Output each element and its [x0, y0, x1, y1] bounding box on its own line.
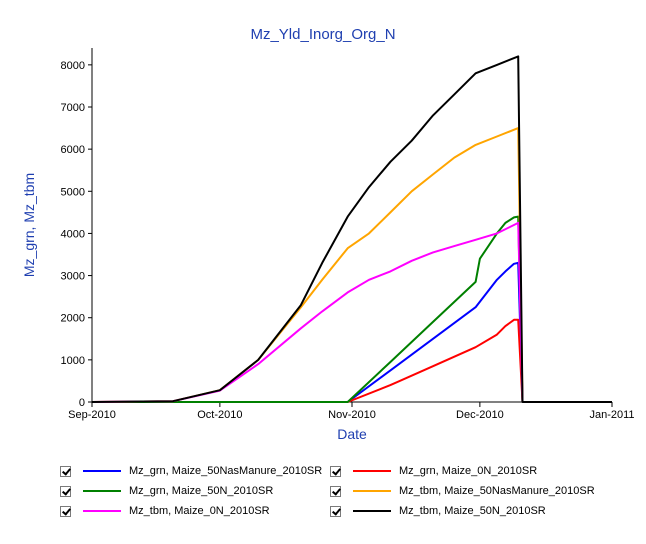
legend-swatch-3: [353, 490, 391, 492]
legend-swatch-1: [353, 470, 391, 472]
x-tick-label-4: Jan-2011: [589, 409, 634, 421]
legend-swatch-5: [353, 510, 391, 512]
ticks: 0 1000 2000 3000 4000 5000 6000 7000 8000 Sep-201…: [61, 60, 635, 421]
series-line-5: [91, 55, 612, 403]
legend-label-5: Mz_tbm, Maize_50N_2010SR: [399, 505, 546, 517]
x-axis-label: Date: [337, 426, 367, 442]
y-tick-label-0: 0: [79, 397, 85, 409]
legend-checkbox-1[interactable]: [330, 465, 341, 477]
legend-item-2[interactable]: Mz_grn, Maize_50N_2010SR: [60, 482, 273, 500]
y-tick-label-5: 5000: [61, 186, 85, 198]
legend-label-2: Mz_grn, Maize_50N_2010SR: [129, 485, 274, 497]
axes: [91, 48, 612, 403]
y-tick-label-7: 7000: [61, 102, 85, 114]
legend-label-0: Mz_grn, Maize_50NasManure_2010SR: [129, 465, 323, 477]
legend-item-0[interactable]: Mz_grn, Maize_50NasManure_2010SR: [60, 462, 322, 480]
legend-label-4: Mz_tbm, Maize_0N_2010SR: [129, 505, 270, 517]
y-tick-label-8: 8000: [61, 60, 85, 72]
legend-checkbox-4[interactable]: [60, 505, 71, 517]
y-tick-label-4: 4000: [61, 228, 85, 240]
legend-swatch-2: [83, 490, 121, 492]
legend-item-1[interactable]: Mz_grn, Maize_0N_2010SR: [330, 462, 537, 480]
legend-swatch-4: [83, 510, 121, 512]
series-line-3: [91, 127, 524, 403]
series-line-2: [92, 215, 524, 403]
x-tick-label-2: Nov-2010: [328, 409, 376, 421]
legend-item-3[interactable]: Mz_tbm, Maize_50NasManure_2010SR: [330, 482, 595, 500]
legend-item-4[interactable]: Mz_tbm, Maize_0N_2010SR: [60, 502, 270, 520]
legend-checkbox-2[interactable]: [60, 485, 71, 497]
chart-title: Mz_Yld_Inorg_Org_N: [250, 26, 395, 43]
y-tick-label-2: 2000: [61, 313, 85, 325]
legend-label-3: Mz_tbm, Maize_50NasManure_2010SR: [399, 485, 595, 497]
series-line-0: [92, 261, 524, 403]
x-tick-label-0: Sep-2010: [68, 409, 116, 421]
y-tick-label-1: 1000: [61, 355, 85, 367]
legend-item-5[interactable]: Mz_tbm, Maize_50N_2010SR: [330, 502, 546, 520]
series-line-4: [91, 221, 524, 403]
legend-label-1: Mz_grn, Maize_0N_2010SR: [399, 465, 538, 477]
series-lines: [91, 55, 612, 403]
x-tick-label-1: Oct-2010: [197, 409, 242, 421]
legend-checkbox-0[interactable]: [60, 465, 71, 477]
legend-swatch-0: [83, 470, 121, 472]
legend-checkbox-3[interactable]: [330, 485, 341, 497]
x-tick-label-3: Dec-2010: [456, 409, 504, 421]
y-tick-label-6: 6000: [61, 144, 85, 156]
y-tick-label-3: 3000: [61, 271, 85, 283]
y-axis-label: Mz_grn, Mz_tbm: [21, 173, 37, 277]
series-line-1: [92, 318, 524, 403]
legend-checkbox-5[interactable]: [330, 505, 341, 517]
